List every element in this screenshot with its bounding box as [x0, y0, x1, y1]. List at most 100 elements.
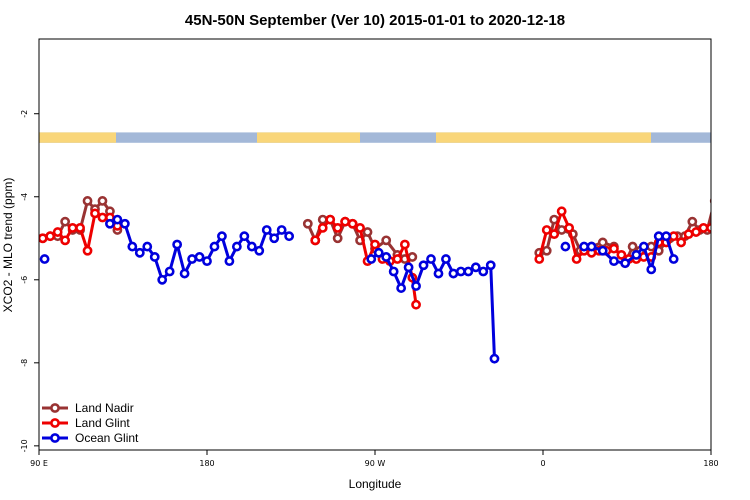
- data-point: [164, 266, 175, 277]
- data-point: [586, 241, 597, 252]
- data-point: [556, 225, 567, 235]
- y-tick-label: -4: [20, 193, 29, 201]
- data-point: [609, 256, 619, 267]
- data-point: [683, 229, 694, 240]
- x-tick-label: 90 W: [365, 459, 386, 468]
- data-point: [90, 208, 100, 219]
- data-point: [60, 235, 71, 246]
- data-point: [478, 266, 489, 277]
- data-point: [217, 231, 227, 242]
- data-point: [202, 256, 212, 267]
- data-point: [45, 231, 56, 242]
- data-point: [231, 241, 242, 252]
- data-point: [392, 254, 403, 264]
- data-point: [745, 243, 750, 250]
- data-point: [75, 222, 85, 233]
- y-axis-label: XCO2 - MLO trend (ppm): [1, 178, 15, 313]
- data-point: [39, 233, 48, 244]
- legend-label: Land Glint: [75, 416, 130, 430]
- data-point: [597, 245, 608, 256]
- data-point: [172, 239, 183, 250]
- data-point: [373, 247, 384, 258]
- data-point: [609, 243, 619, 254]
- data-point: [418, 260, 429, 271]
- x-tick-label: 180: [199, 459, 214, 468]
- data-point: [224, 256, 235, 267]
- data-point: [246, 241, 257, 252]
- data-point: [653, 231, 664, 242]
- strip-land-1: [257, 132, 360, 143]
- data-point: [52, 227, 63, 237]
- data-point: [411, 281, 421, 291]
- data-point: [556, 206, 567, 217]
- data-point: [597, 237, 608, 248]
- data-point: [269, 233, 280, 244]
- data-point: [489, 353, 500, 364]
- data-point: [302, 218, 313, 229]
- data-point: [194, 252, 205, 262]
- data-point: [541, 245, 552, 256]
- data-point: [325, 214, 336, 225]
- data-point: [310, 235, 321, 246]
- data-point: [347, 218, 358, 229]
- data-point: [254, 245, 265, 256]
- y-tick-label: -2: [20, 110, 29, 118]
- data-point: [381, 235, 392, 246]
- legend-swatch-marker: [50, 433, 60, 443]
- data-point: [668, 254, 679, 264]
- x-tick-label: 0: [540, 459, 545, 468]
- data-point: [571, 254, 582, 264]
- data-point: [187, 254, 197, 264]
- data-point: [485, 260, 496, 271]
- strip-land-2: [436, 132, 651, 143]
- legend-label: Land Nadir: [75, 401, 134, 415]
- data-point: [209, 241, 220, 252]
- data-point: [127, 241, 138, 252]
- data-point: [470, 262, 481, 273]
- data-point: [638, 241, 649, 252]
- chart-title: 45N-50N September (Ver 10) 2015-01-01 to…: [185, 12, 565, 29]
- data-point: [463, 266, 474, 277]
- data-point: [433, 268, 444, 279]
- data-point: [687, 216, 698, 227]
- data-point: [448, 268, 459, 279]
- data-point: [362, 227, 373, 237]
- legend-item: Ocean Glint: [42, 431, 139, 445]
- data-point: [97, 212, 108, 223]
- legend-item: Land Nadir: [42, 401, 134, 415]
- data-point: [564, 222, 575, 233]
- data-point: [67, 222, 78, 233]
- data-point: [332, 233, 343, 244]
- data-point: [730, 216, 737, 223]
- data-point: [411, 299, 421, 310]
- data-point: [722, 210, 729, 217]
- data-point: [82, 245, 93, 256]
- data-point: [441, 254, 451, 264]
- data-point: [399, 239, 410, 250]
- data-point: [119, 218, 130, 229]
- data-point: [620, 258, 631, 269]
- data-point: [426, 254, 436, 264]
- data-point: [737, 220, 744, 227]
- data-point: [317, 214, 328, 225]
- data-point: [549, 229, 560, 240]
- data-point: [616, 249, 627, 260]
- y-tick-label: -8: [20, 359, 29, 367]
- legend-swatch-marker: [50, 403, 60, 413]
- data-point: [715, 247, 722, 254]
- x-tick-label: 90 E: [30, 459, 48, 468]
- data-point: [455, 266, 466, 277]
- legend-swatch-marker: [50, 418, 60, 428]
- data-point: [541, 225, 552, 235]
- data-point: [112, 214, 123, 225]
- data-point: [261, 225, 272, 235]
- data-point: [82, 196, 93, 206]
- data-point: [149, 252, 160, 262]
- data-point: [698, 222, 709, 233]
- series-ocean-glint: [39, 214, 750, 364]
- data-point: [676, 237, 687, 248]
- data-point: [157, 274, 168, 285]
- legend-item: Land Glint: [42, 416, 130, 430]
